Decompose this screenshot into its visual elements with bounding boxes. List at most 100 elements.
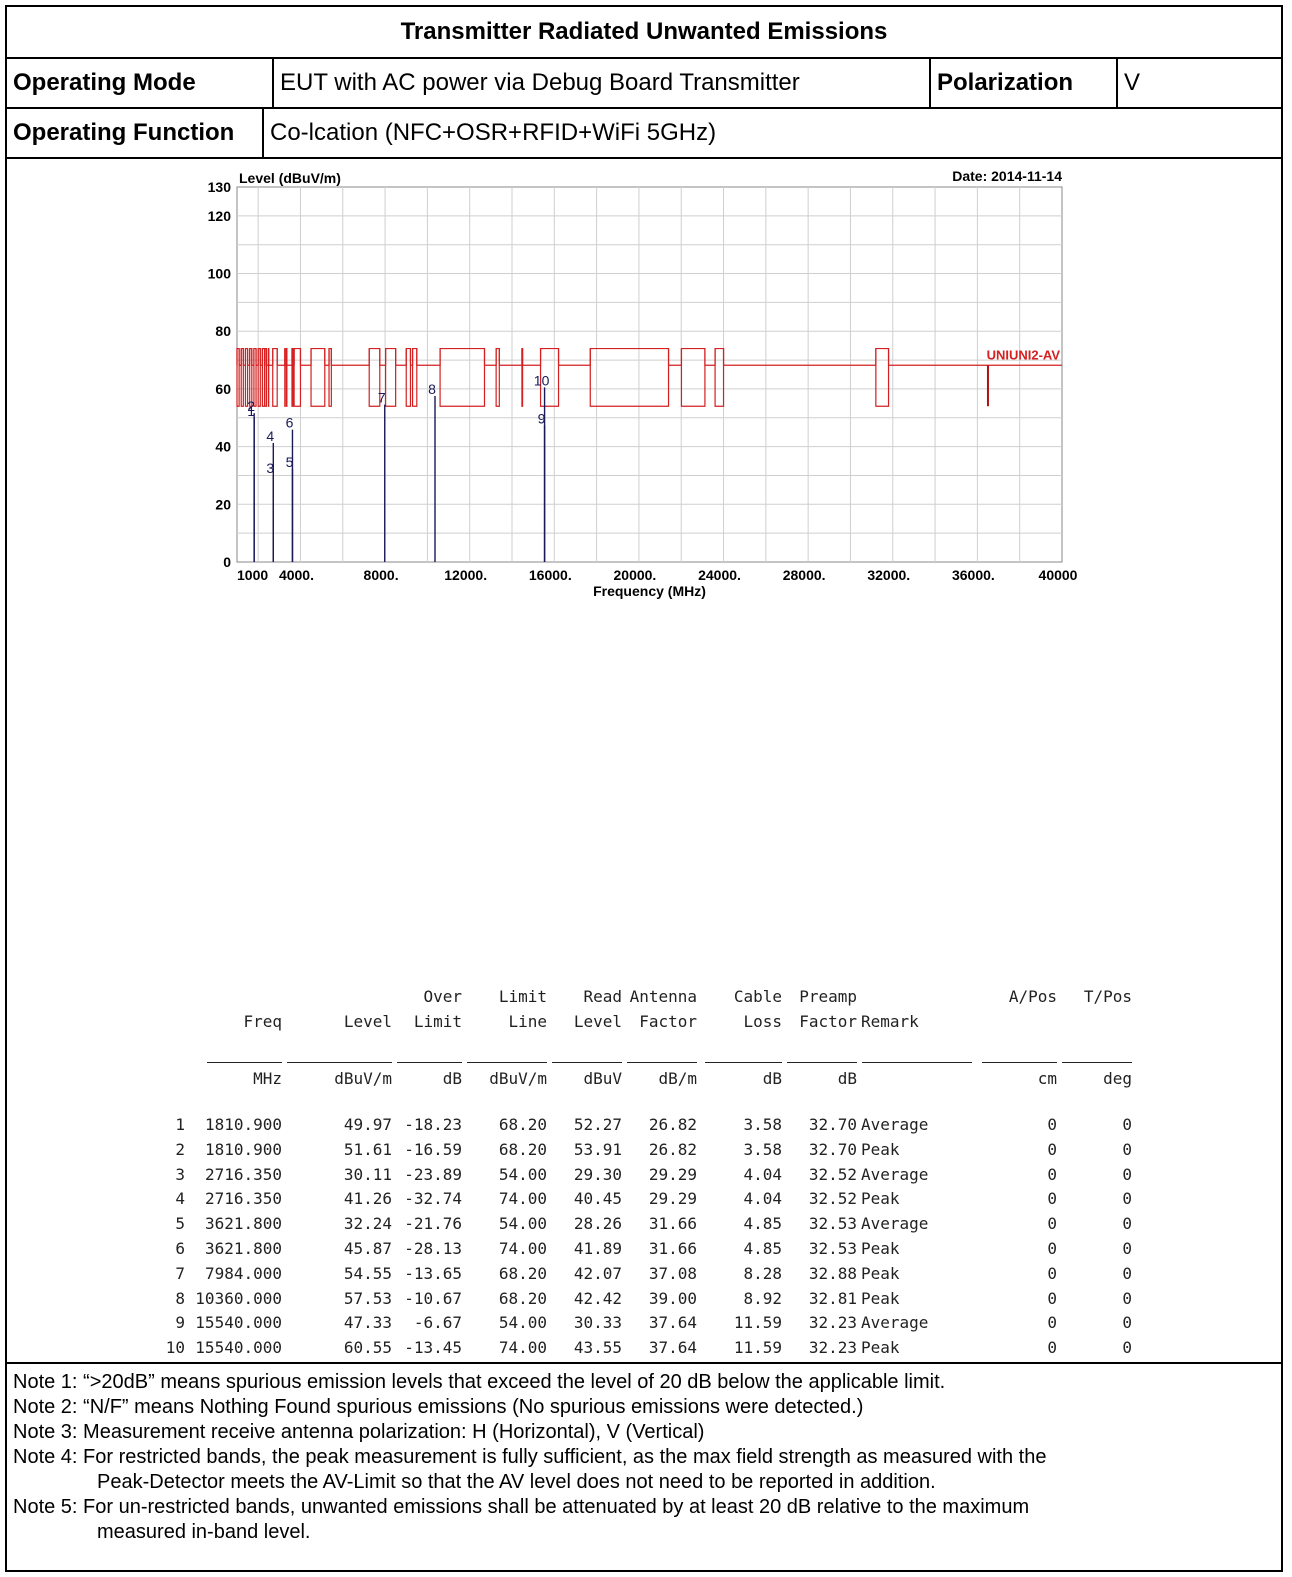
note-text: For un-restricted bands, unwanted emissi… (83, 1496, 1030, 1518)
table-unit: cm (1037, 1069, 1057, 1088)
table-cell: 68.20 (498, 1288, 547, 1308)
table-rule (552, 1062, 622, 1063)
row-index: 8 (175, 1288, 185, 1308)
table-cell: 3.58 (743, 1139, 782, 1159)
table-cell: 0 (1122, 1313, 1132, 1333)
table-header-top: Over (423, 987, 462, 1006)
y-tick-label: 60 (215, 381, 231, 397)
table-cell: 47.33 (343, 1313, 392, 1333)
polarization-label: Polarization (937, 69, 1074, 96)
table-cell: 30.33 (573, 1313, 622, 1333)
marker-label-3: 3 (266, 460, 274, 476)
table-cell: 74.00 (498, 1189, 547, 1209)
x-tick-label: 8000. (364, 567, 399, 583)
note-3: Note 3: Measurement receive antenna pola… (7, 1420, 1281, 1445)
table-cell: 74.00 (498, 1338, 547, 1358)
table-header-top: T/Pos (1083, 987, 1132, 1006)
table-cell: 29.30 (573, 1164, 622, 1184)
operating-function-row: Operating Function Co-lcation (NFC+OSR+R… (7, 109, 1281, 159)
row-index: 4 (175, 1189, 185, 1209)
note-text-continued: measured in-band level. (97, 1521, 311, 1543)
note-text: “N/F” means Nothing Found spurious emiss… (83, 1396, 864, 1418)
note-1: Note 1: “>20dB” means spurious emission … (7, 1370, 1281, 1395)
table-cell: 40.45 (573, 1189, 622, 1209)
table-cell: 39.00 (648, 1288, 697, 1308)
remark-cell: Peak (861, 1288, 900, 1308)
remark-cell: Peak (861, 1263, 900, 1283)
table-cell: 54.55 (343, 1263, 392, 1283)
table-header-top: Antenna (629, 987, 697, 1006)
table-rule (627, 1062, 697, 1063)
table-row: 10 15540.000 60.55 -13.45 74.00 43.55 37.64 11.… (157, 1338, 1137, 1363)
table-cell: -6.67 (413, 1313, 462, 1333)
table-cell: 0 (1047, 1115, 1057, 1134)
table-row: 6 3621.800 45.87 -28.13 74.00 41.89 31.66 4.85 3… (157, 1239, 1137, 1264)
table-row: 2 1810.900 51.61 -16.59 68.20 53.91 26.82 3.58 3… (157, 1140, 1137, 1165)
table-cell: 10360.000 (195, 1288, 282, 1308)
table-row: 5 3621.800 32.24 -21.76 54.00 28.26 31.66 4.85 3… (157, 1214, 1137, 1239)
table-cell: -32.74 (404, 1189, 462, 1209)
table-header-top: Read (583, 987, 622, 1006)
x-tick-label: 4000. (279, 567, 314, 583)
table-cell: 32.70 (808, 1115, 857, 1134)
divider (929, 59, 931, 107)
table-cell: -16.59 (404, 1139, 462, 1159)
table-cell: 0 (1047, 1313, 1057, 1333)
table-cell: 53.91 (573, 1139, 622, 1159)
table-rule (705, 1062, 782, 1063)
table-cell: -28.13 (404, 1239, 462, 1258)
table-cell: 4.04 (743, 1189, 782, 1209)
table-cell: 0 (1122, 1164, 1132, 1184)
table-cell: 0 (1122, 1338, 1132, 1358)
marker-label-1: 1 (247, 403, 255, 419)
table-cell: 42.42 (573, 1288, 622, 1308)
table-header-top: Limit (498, 987, 547, 1006)
remark-cell: Average (861, 1164, 929, 1184)
divider (272, 59, 274, 107)
operating-mode-value: EUT with AC power via Debug Board Transm… (280, 69, 800, 96)
remark-cell: Average (861, 1214, 929, 1234)
table-cell: 68.20 (498, 1139, 547, 1159)
table-cell: 32.52 (808, 1189, 857, 1209)
table-cell: 4.85 (743, 1239, 782, 1258)
note-text: “>20dB” means spurious emission levels t… (83, 1371, 946, 1393)
table-cell: 2716.350 (204, 1164, 282, 1184)
table-cell: 32.53 (808, 1239, 857, 1258)
table-header-top: Preamp (799, 987, 857, 1006)
table-header-bottom: Remark (861, 1012, 919, 1031)
table-cell: 3621.800 (204, 1214, 282, 1234)
remark-cell: Peak (861, 1239, 900, 1258)
x-tick-label: 20000. (614, 567, 657, 583)
table-unit: dBuV (583, 1069, 622, 1088)
table-header-top: A/Pos (1008, 987, 1057, 1006)
table-rule (467, 1062, 547, 1063)
marker-label-2: 2 (247, 398, 255, 414)
x-tick-label: 16000. (529, 567, 572, 583)
table-cell: 42.07 (573, 1263, 622, 1283)
note-text: Measurement receive antenna polarization… (83, 1421, 705, 1443)
table-cell: 41.26 (343, 1189, 392, 1209)
marker-label-8: 8 (428, 381, 436, 397)
table-row: 1 1810.900 49.97 -18.23 68.20 52.27 26.82 3.58 3… (157, 1115, 1137, 1140)
operating-mode-label: Operating Mode (13, 69, 196, 96)
note-5: Note 5: For un-restricted bands, unwante… (7, 1495, 1281, 1545)
note-label: Note 4: (13, 1446, 84, 1468)
table-header-bottom: Factor (799, 1012, 857, 1031)
table-header-bottom: Factor (639, 1012, 697, 1031)
x-tick-label: 40000 (1039, 567, 1078, 583)
table-header-bottom: Limit (413, 1012, 462, 1031)
y-tick-label: 0 (223, 554, 231, 570)
table-cell: 0 (1047, 1288, 1057, 1308)
table-cell: 0 (1047, 1263, 1057, 1283)
table-cell: 0 (1122, 1115, 1132, 1134)
table-cell: 0 (1122, 1214, 1132, 1234)
table-cell: 26.82 (648, 1115, 697, 1134)
table-cell: 32.23 (808, 1338, 857, 1358)
table-cell: 30.11 (343, 1164, 392, 1184)
y-tick-label: 120 (208, 208, 232, 224)
table-cell: -13.65 (404, 1263, 462, 1283)
marker-label-7: 7 (378, 390, 386, 406)
note-text-continued: Peak-Detector meets the AV-Limit so that… (97, 1471, 936, 1493)
divider (262, 109, 264, 157)
